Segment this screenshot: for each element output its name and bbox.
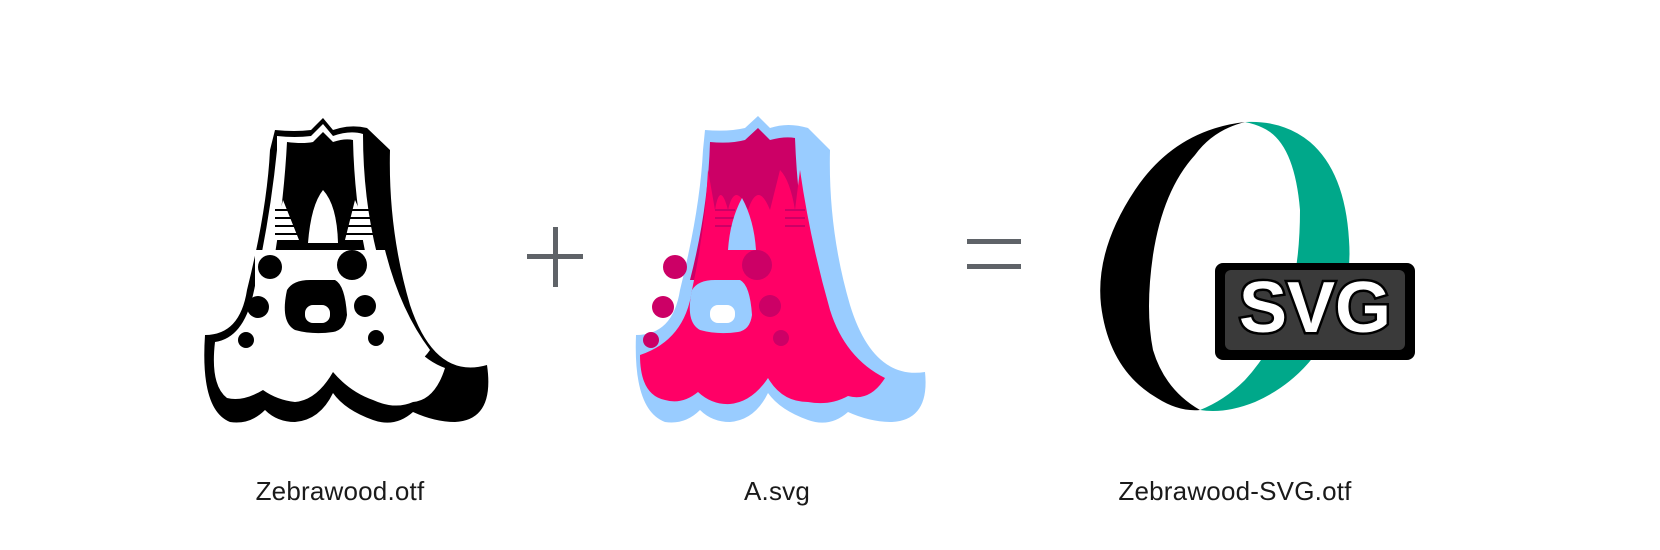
equals-icon bbox=[967, 239, 1021, 269]
plus-icon bbox=[527, 227, 583, 287]
svg-badge-text: SVG bbox=[1239, 268, 1391, 348]
caption-result-file: Zebrawood-SVG.otf bbox=[1118, 476, 1352, 506]
color-a-glyph-icon bbox=[635, 116, 926, 423]
svg-font-icon: SVG bbox=[1100, 121, 1415, 411]
caption-font-file: Zebrawood.otf bbox=[255, 476, 425, 506]
caption-svg-file: A.svg bbox=[743, 476, 811, 506]
zebrawood-a-glyph-icon bbox=[204, 118, 489, 423]
